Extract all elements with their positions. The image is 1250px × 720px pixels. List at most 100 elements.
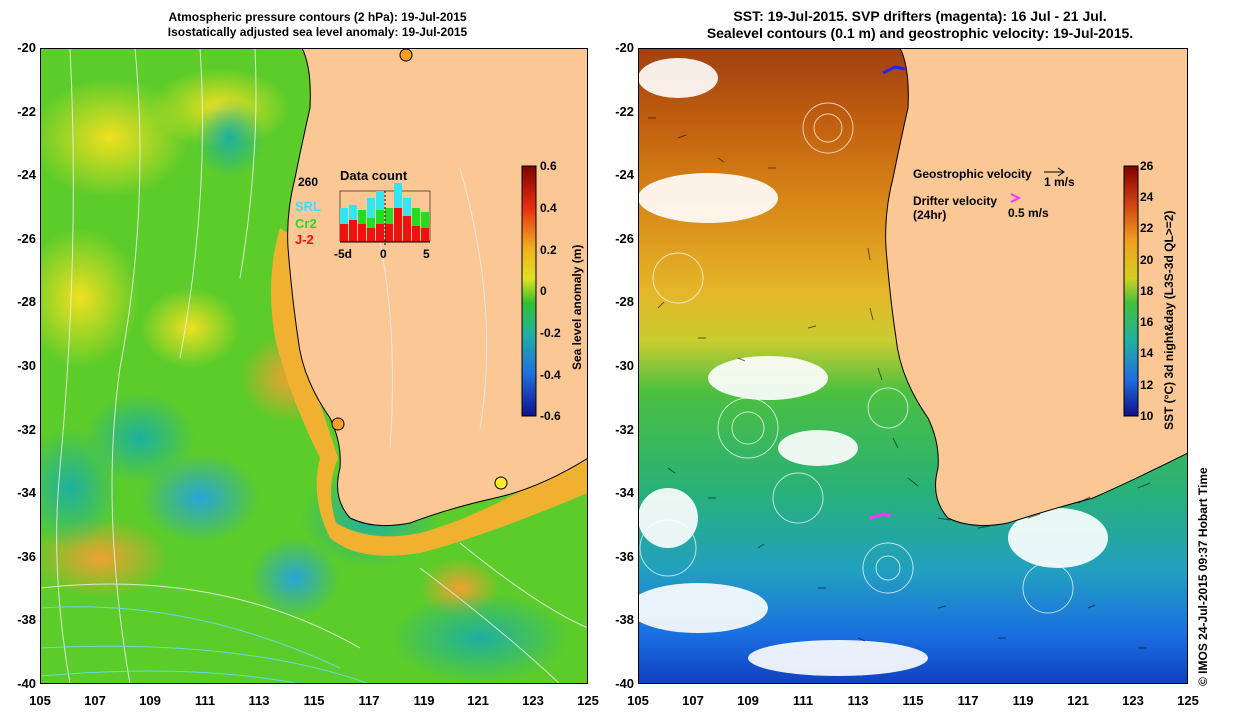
drifter-arrow <box>1010 193 1022 203</box>
left-map-title: Atmospheric pressure contours (2 hPa): 1… <box>40 10 595 40</box>
lon-tick: 111 <box>792 693 814 708</box>
cloud-gaps <box>638 58 1108 676</box>
lon-tick: 105 <box>627 693 649 708</box>
left-title-line2: Isostatically adjusted sea level anomaly… <box>167 25 468 39</box>
tide-gauge-marker <box>399 48 413 62</box>
left-title-line1: Atmospheric pressure contours (2 hPa): 1… <box>168 10 467 24</box>
velocity-legend: Geostrophic velocity 1 m/s Drifter veloc… <box>913 167 1075 222</box>
right-map-frame <box>638 48 1188 684</box>
lon-tick: 123 <box>522 693 544 708</box>
lon-tick: 111 <box>194 693 216 708</box>
lon-tick: 119 <box>1012 693 1034 708</box>
geo-velocity-label: Geostrophic velocity <box>913 167 1032 181</box>
lon-tick: 105 <box>29 693 51 708</box>
lon-tick: 117 <box>358 693 380 708</box>
lat-tick: -34 <box>615 485 634 500</box>
drifter-track <box>882 65 906 75</box>
sla-tick: -0.2 <box>540 326 561 340</box>
sla-colorbar-label: Sea level anomaly (m) <box>570 244 584 370</box>
sst-tick: 16 <box>1140 315 1154 329</box>
lon-tick: 121 <box>467 693 489 708</box>
sst-map: Geostrophic velocity 1 m/s Drifter veloc… <box>638 48 1188 684</box>
sst-colorbar-label: SST (°C) 3d night&day (L3S-3d QL>=2) <box>1162 210 1176 431</box>
lon-tick: 107 <box>682 693 704 708</box>
drifter-label-line1: Drifter velocity <box>913 194 997 208</box>
lat-tick: -26 <box>615 231 634 246</box>
lon-tick: 107 <box>84 693 106 708</box>
lat-tick: -32 <box>17 422 36 437</box>
lat-tick: -24 <box>17 167 36 182</box>
sla-tick: 0.2 <box>540 243 557 257</box>
geo-velocity-scale: 1 m/s <box>1044 175 1075 189</box>
inset-xtick: 5 <box>423 247 430 261</box>
right-map-title: SST: 19-Jul-2015. SVP drifters (magenta)… <box>640 8 1200 42</box>
lon-tick: 109 <box>139 693 161 708</box>
tide-gauge-marker <box>331 417 345 431</box>
lat-tick: -30 <box>17 358 36 373</box>
lat-tick: -32 <box>615 422 634 437</box>
lat-tick: -34 <box>17 485 36 500</box>
lat-tick: -36 <box>17 549 36 564</box>
sst-colorbar <box>1123 165 1139 417</box>
inset-legend-j2: J-2 <box>295 232 314 247</box>
geostrophic-arrows <box>648 117 1151 649</box>
data-count-inset: 260 Data count SRL Cr2 J-2 -5d 0 5 <box>295 168 431 261</box>
lon-tick: 119 <box>413 693 435 708</box>
lon-tick: 125 <box>1177 693 1199 708</box>
lat-tick: -38 <box>17 612 36 627</box>
inset-xtick: 0 <box>380 247 387 261</box>
australia-land <box>287 48 588 527</box>
sst-tick: 24 <box>1140 190 1154 204</box>
sla-tick: 0.6 <box>540 159 557 173</box>
sla-tick: -0.6 <box>540 409 561 423</box>
lon-tick: 109 <box>737 693 759 708</box>
sst-tick: 22 <box>1140 221 1154 235</box>
drifter-track <box>869 512 891 520</box>
sealevel-contours <box>639 102 1074 614</box>
pressure-contours <box>40 48 588 684</box>
sst-tick: 12 <box>1140 378 1154 392</box>
australia-land <box>885 48 1188 527</box>
lat-tick: -28 <box>17 294 36 309</box>
right-title-line1: SST: 19-Jul-2015. SVP drifters (magenta)… <box>733 8 1107 24</box>
lon-tick: 113 <box>248 693 270 708</box>
lon-tick: 121 <box>1067 693 1089 708</box>
lon-tick: 115 <box>303 693 325 708</box>
right-title-line2: Sealevel contours (0.1 m) and geostrophi… <box>706 25 1134 41</box>
lat-tick: -20 <box>17 40 36 55</box>
lon-tick: 117 <box>957 693 979 708</box>
lat-tick: -24 <box>615 167 634 182</box>
lat-tick: -40 <box>17 676 36 691</box>
sla-colorbar <box>521 165 537 417</box>
lat-tick: -22 <box>17 104 36 119</box>
lat-tick: -26 <box>17 231 36 246</box>
lon-tick: 125 <box>577 693 599 708</box>
sla-tick: 0.4 <box>540 201 557 215</box>
sst-tick: 20 <box>1140 253 1154 267</box>
sst-tick: 10 <box>1140 409 1154 423</box>
inset-legend-cr2: Cr2 <box>295 216 317 231</box>
left-map-frame <box>40 48 588 684</box>
inset-title: Data count <box>340 168 408 183</box>
lat-tick: -30 <box>615 358 634 373</box>
tide-gauge-marker <box>494 476 508 490</box>
sla-tick: -0.4 <box>540 368 561 382</box>
lat-tick: -28 <box>615 294 634 309</box>
sea-level-anomaly-map: 260 Data count SRL Cr2 J-2 -5d 0 5 <box>40 48 588 684</box>
lon-tick: 113 <box>847 693 869 708</box>
lon-tick: 115 <box>902 693 924 708</box>
lat-tick: -22 <box>615 104 634 119</box>
drifter-scale: 0.5 m/s <box>1008 206 1049 220</box>
inset-xtick: -5d <box>334 247 352 261</box>
lat-tick: -20 <box>615 40 634 55</box>
inset-legend-srl: SRL <box>295 199 321 214</box>
sst-tick: 26 <box>1140 159 1154 173</box>
sst-tick: 14 <box>1140 346 1154 360</box>
lat-tick: -36 <box>615 549 634 564</box>
sst-tick: 18 <box>1140 284 1154 298</box>
drifter-label-line2: (24hr) <box>913 208 946 222</box>
sla-tick: 0 <box>540 284 547 298</box>
lat-tick: -38 <box>615 612 634 627</box>
lon-tick: 123 <box>1122 693 1144 708</box>
lat-tick: -40 <box>615 676 634 691</box>
